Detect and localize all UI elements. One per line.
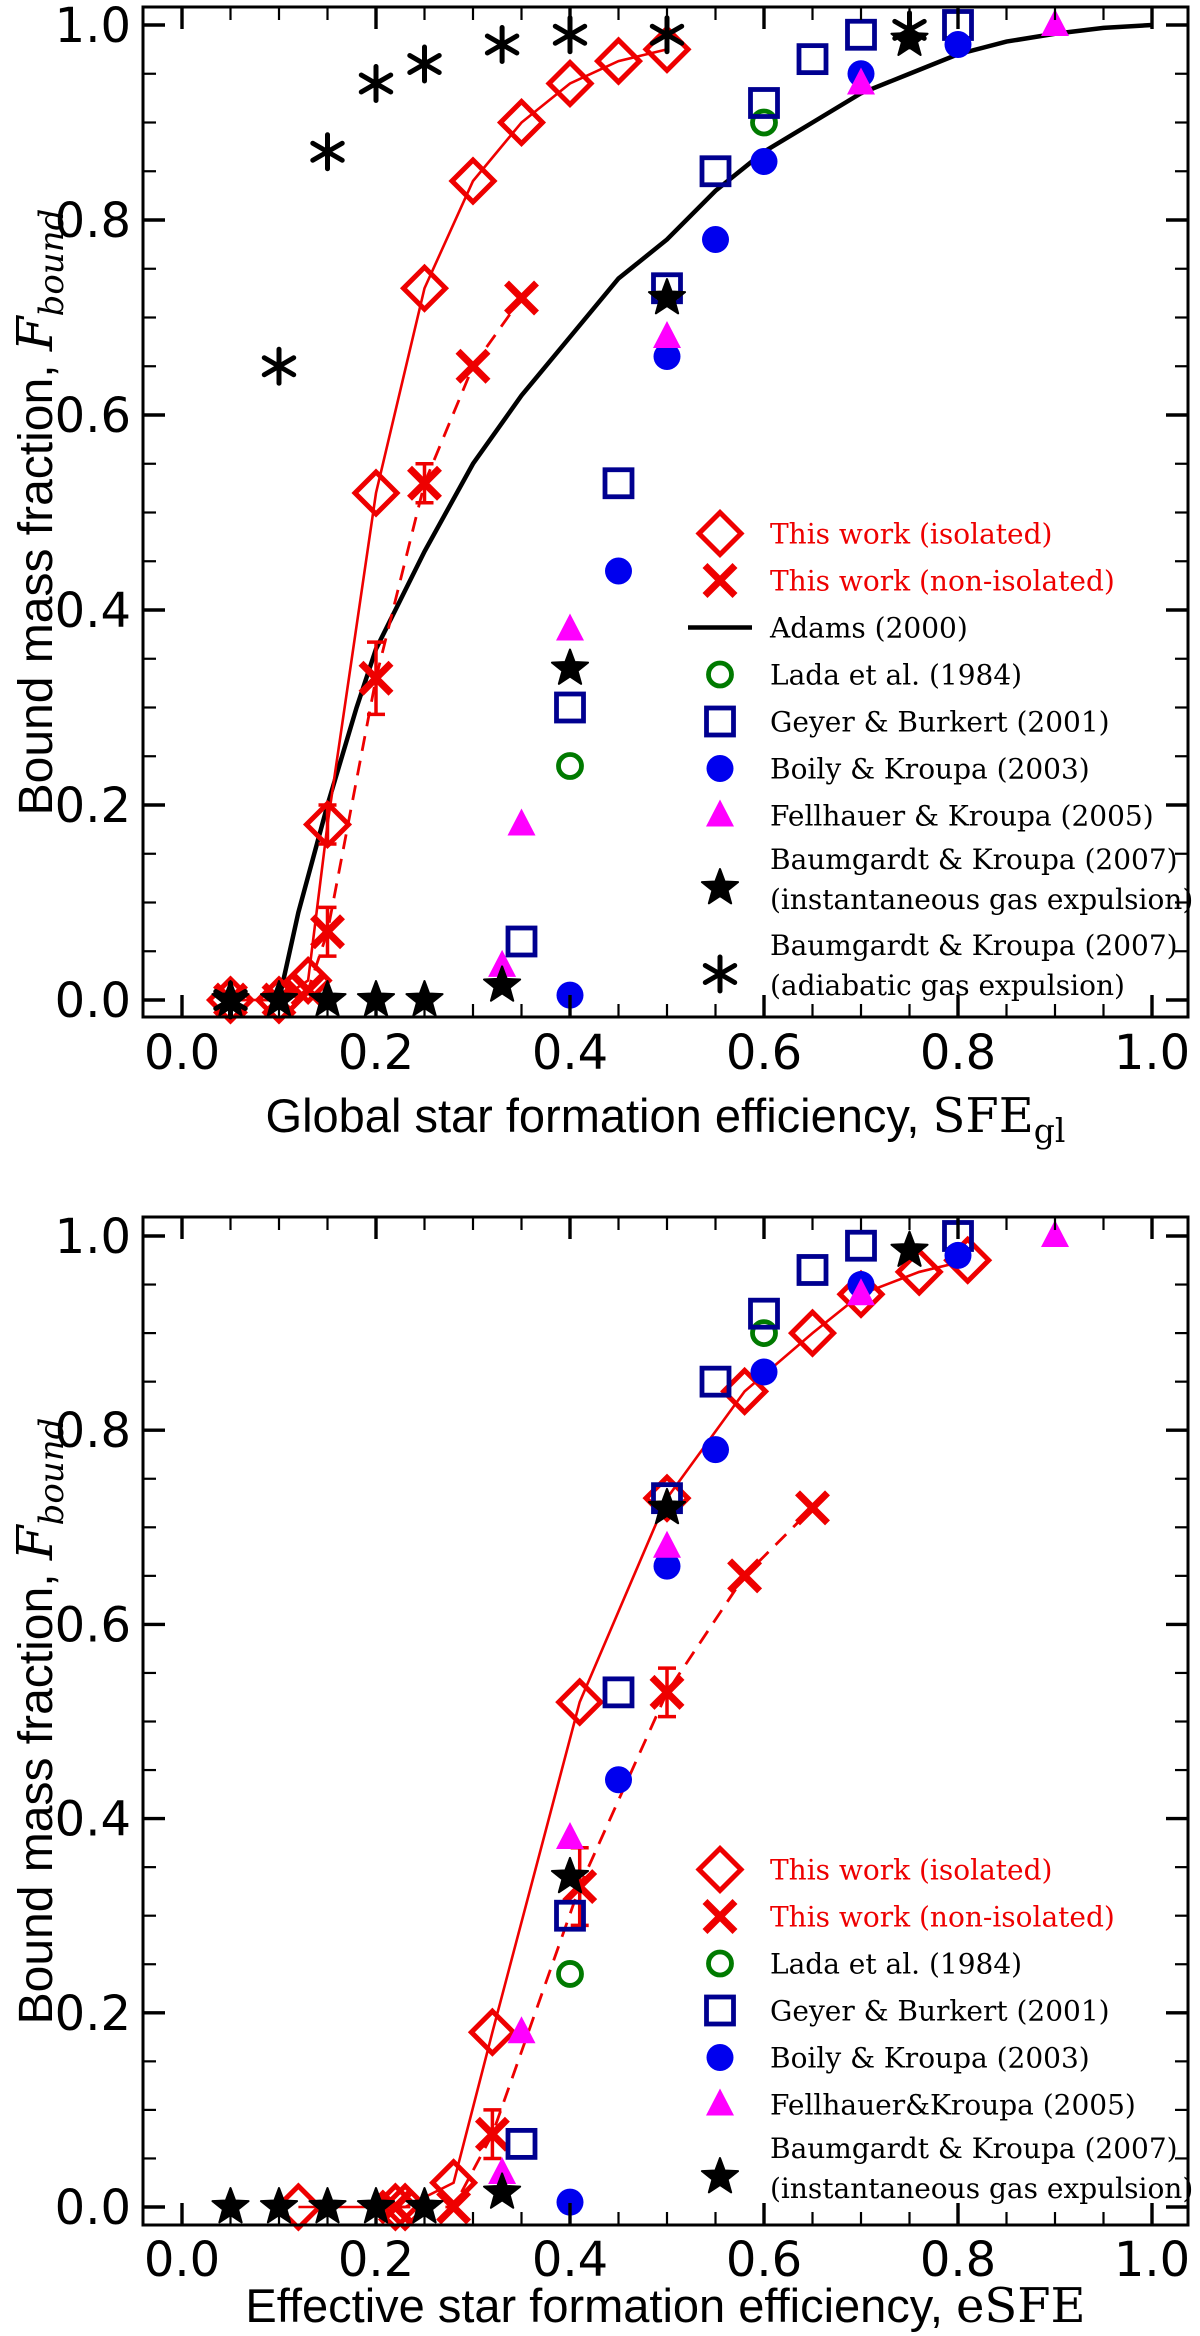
legend-row-this-work-isolated: This work (isolated) [695,1844,1052,1895]
legend-row-geyer-burkert-2001: Geyer & Burkert (2001) [704,706,1110,739]
legend-label-line1: Baumgardt & Kroupa (2007) [770,843,1178,876]
legend-row-lada-et-al-1984: Lada et al. (1984) [706,659,1022,692]
legend-row-baumgardt-kroupa-2007: Baumgardt & Kroupa (2007) (adiabatic gas … [702,929,1178,1002]
legend-label: Geyer & Burkert (2001) [770,706,1110,739]
legend-label-line2: (instantaneous gas expulsion) [770,2172,1193,2205]
legend-row-adams-2000: Adams (2000) [688,612,968,645]
legend-row-fellhauer-kroupa-2005: Fellhauer&Kroupa (2005) [706,2088,1136,2122]
x-tick-label: 0.8 [920,1025,996,1081]
legend-row-lada-et-al-1984: Lada et al. (1984) [706,1948,1022,1981]
y-tick-label: 0.8 [55,193,131,249]
legend-row-baumgardt-kroupa-2007: Baumgardt & Kroupa (2007) (instantaneous … [700,843,1193,916]
x-tick-label: 0.6 [726,1025,802,1081]
legend-row-geyer-burkert-2001: Geyer & Burkert (2001) [704,1995,1110,2028]
legend-label: Boily & Kroupa (2003) [770,753,1090,786]
y-tick-label: 0.2 [55,778,131,834]
x-tick-label: 0.2 [338,2232,414,2288]
legend-label: This work (isolated) [770,518,1052,551]
series-lada-et-al-1984 [556,108,778,780]
series-fellhauer-kroupa-2005 [488,1220,1069,2185]
legend-row-this-work-non-isolated: This work (non-isolated) [702,1899,1115,1934]
x-tick-label: 0.6 [726,2232,802,2288]
x-tick-label: 0.4 [532,2232,608,2288]
legend-bottom: This work (isolated) This work (non-isola… [695,1844,1193,2205]
x-tick-label: 1.0 [1114,2232,1190,2288]
legend-label-line1: Baumgardt & Kroupa (2007) [770,2132,1178,2165]
y-axis-title: Bound mass fraction, Fbound [6,209,72,816]
legend-label: Geyer & Burkert (2001) [770,1995,1110,2028]
y-tick-label: 1.0 [55,1209,131,1265]
x-tick-label: 1.0 [1114,1025,1190,1081]
panel-bottom: 0.0 0.2 0.4 0.6 0.8 1.0 0.0 0.2 0.4 0.6 0.8 1.0 Effe… [6,1209,1193,2334]
y-tick-label: 0.8 [55,1403,131,1459]
series-fellhauer-kroupa-2005 [488,9,1069,977]
x-tick-label: 0.0 [144,1025,220,1081]
legend-row-boily-kroupa-2003: Boily & Kroupa (2003) [706,2042,1090,2075]
x-axis-title: Global star formation efficiency, SFEgl [266,1088,1066,1150]
legend-row-fellhauer-kroupa-2005: Fellhauer & Kroupa (2005) [706,799,1154,833]
tick-marks [143,7,1188,1017]
legend-label: This work (non-isolated) [770,1901,1115,1934]
legend-label: Fellhauer & Kroupa (2005) [770,800,1154,833]
x-axis-title: Effective star formation efficiency, eSF… [245,2278,1085,2334]
legend-row-this-work-isolated: This work (isolated) [695,508,1052,559]
axes-bottom: 0.0 0.2 0.4 0.6 0.8 1.0 0.0 0.2 0.4 0.6 0.8 1.0 Effe… [6,1209,1190,2334]
y-tick-label: 1.0 [55,0,131,54]
legend-row-this-work-non-isolated: This work (non-isolated) [702,563,1115,598]
x-tick-label: 0.8 [920,2232,996,2288]
legend-label: Lada et al. (1984) [770,1948,1022,1981]
axes-top: 0.0 0.2 0.4 0.6 0.8 1.0 0.0 0.2 0.4 0.6 0.8 1.0 Glob… [6,0,1190,1150]
y-tick-label: 0.6 [55,1597,131,1653]
legend-label-line2: (instantaneous gas expulsion) [770,883,1193,916]
y-tick-label: 0.0 [55,2180,131,2236]
legend-label: Lada et al. (1984) [770,659,1022,692]
series-this-work-isolated [273,1235,993,2232]
y-tick-label: 0.4 [55,583,131,639]
x-tick-label: 0.2 [338,1025,414,1081]
legend-label: This work (non-isolated) [770,565,1115,598]
y-tick-label: 0.6 [55,388,131,444]
legend-row-boily-kroupa-2003: Boily & Kroupa (2003) [706,753,1090,786]
panel-top: 0.0 0.2 0.4 0.6 0.8 1.0 0.0 0.2 0.4 0.6 0.8 1.0 Glob… [6,0,1193,1150]
x-tick-label: 0.4 [532,1025,608,1081]
tick-marks [143,1217,1188,2225]
legend-label: Boily & Kroupa (2003) [770,2042,1090,2075]
y-axis-title: Bound mass fraction, Fbound [6,1418,72,2025]
x-tick-label: 0.0 [144,2232,220,2288]
legend-label: Adams (2000) [769,612,968,645]
legend-label-line2: (adiabatic gas expulsion) [770,969,1125,1002]
legend-label: Fellhauer&Kroupa (2005) [770,2089,1136,2122]
series-this-work-isolated [205,24,692,1025]
legend-row-baumgardt-kroupa-2007: Baumgardt & Kroupa (2007) (instantaneous … [700,2132,1193,2205]
legend-top: This work (isolated) This work (non-isola… [688,508,1193,1002]
legend-label-line1: Baumgardt & Kroupa (2007) [770,929,1178,962]
legend-label: This work (isolated) [770,1854,1052,1887]
series-lada-et-al-1984 [556,1319,778,1988]
y-tick-label: 0.0 [55,973,131,1029]
y-tick-label: 0.4 [55,1792,131,1848]
series-this-work-non-isolated [213,280,539,1018]
y-tick-label: 0.2 [55,1986,131,2042]
series-this-work-non-isolated [377,1490,830,2225]
